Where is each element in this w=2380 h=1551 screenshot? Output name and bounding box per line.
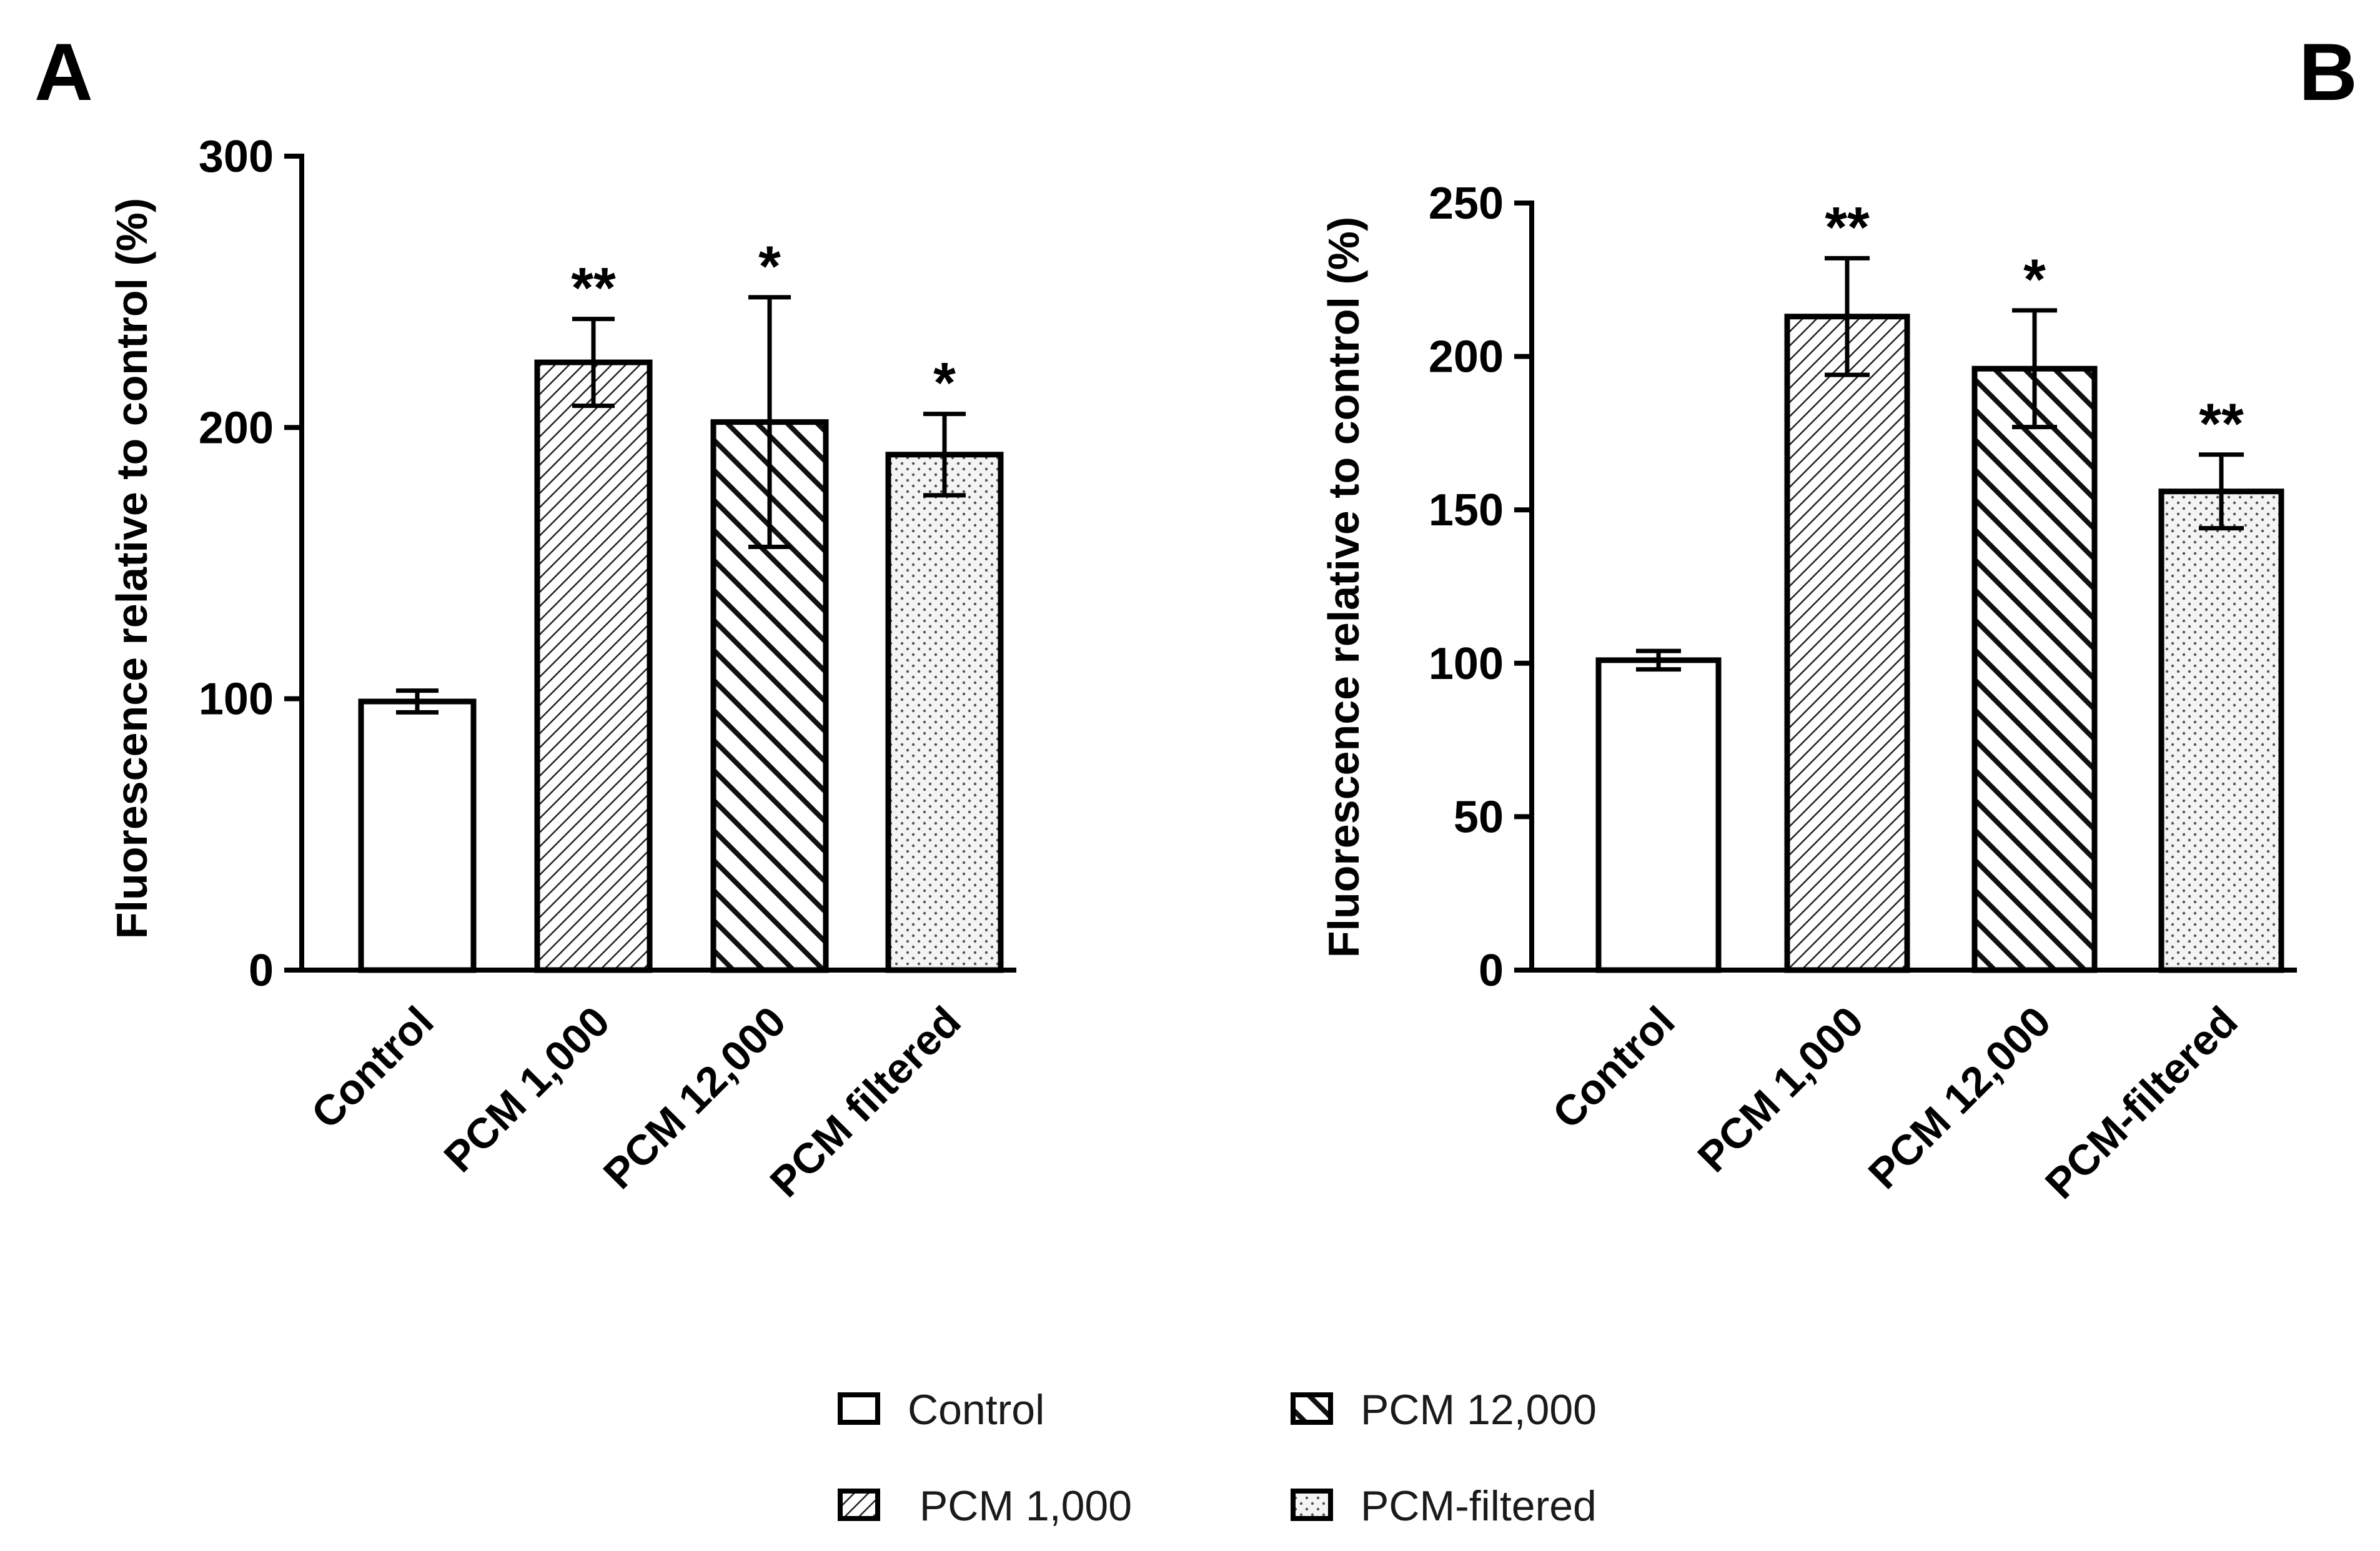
y-tick-label-b-150: 150 [1429, 485, 1504, 535]
legend-item-control: Control [838, 1386, 1044, 1434]
legend-label-pcm-12000: PCM 12,000 [1361, 1386, 1597, 1434]
y-tick-label-a-200: 200 [199, 403, 274, 453]
y-tick-label-b-200: 200 [1429, 332, 1504, 382]
bar-b-pcm-filtered [2158, 488, 2284, 973]
x-tick-label-a-pcm-12-000: PCM 12,000 [595, 998, 795, 1198]
chart-panel-a: Fluorescence relative to control (%) Con… [107, 132, 1016, 1206]
significance-mark-a-pcm-12-000: * [758, 235, 781, 299]
x-tick-label-b-pcm-12-000: PCM 12,000 [1860, 998, 2060, 1198]
y-tick-label-a-300: 300 [199, 132, 274, 182]
y-tick-label-a-0: 0 [249, 946, 274, 996]
significance-mark-b-pcm-1-000: ** [1825, 196, 1870, 259]
significance-mark-a-pcm-filtered: * [933, 352, 956, 415]
bar-a-pcm-1-000 [534, 359, 653, 973]
y-tick-label-b-0: 0 [1479, 946, 1504, 996]
y-tick-label-b-100: 100 [1429, 639, 1504, 689]
legend: Control PCM 1,000 PCM 12,000 PCM-filtere… [838, 1386, 1597, 1530]
legend-swatch-pcm-12000 [1291, 1392, 1333, 1425]
bar-b-control [1595, 657, 1722, 973]
panel-letter-b: B [2299, 26, 2358, 117]
bar-b-pcm-12-000 [1971, 365, 2098, 973]
legend-swatch-control [838, 1392, 880, 1425]
y-axis-title-a: Fluorescence relative to control (%) [107, 198, 156, 939]
legend-item-pcm-12000: PCM 12,000 [1291, 1386, 1597, 1434]
legend-swatch-pcm-1000 [838, 1489, 880, 1521]
legend-label-control: Control [908, 1386, 1044, 1434]
legend-item-pcm-filtered: PCM-filtered [1291, 1482, 1597, 1530]
x-tick-label-b-pcm-1-000: PCM 1,000 [1688, 998, 1872, 1181]
y-tick-label-b-50: 50 [1454, 792, 1504, 842]
bar-a-pcm-filtered [885, 452, 1004, 973]
x-tick-label-b-control: Control [1544, 998, 1684, 1138]
panel-letter-a: A [34, 26, 93, 117]
x-tick-label-a-control: Control [302, 998, 443, 1138]
legend-label-pcm-1000: PCM 1,000 [908, 1482, 1132, 1530]
significance-mark-b-pcm-filtered: ** [2199, 392, 2244, 456]
bar-b-pcm-1-000 [1784, 314, 1910, 973]
y-tick-label-a-100: 100 [199, 675, 274, 725]
legend-item-pcm-1000: PCM 1,000 [838, 1482, 1132, 1530]
chart-panel-b: Fluorescence relative to control (%) Con… [1319, 179, 2297, 1208]
significance-mark-b-pcm-12-000: * [2023, 248, 2046, 312]
x-tick-label-b-pcm-filtered: PCM-filtered [2036, 998, 2247, 1208]
legend-label-pcm-filtered: PCM-filtered [1361, 1482, 1597, 1530]
bar-a-control [358, 698, 477, 973]
y-tick-label-b-250: 250 [1429, 179, 1504, 229]
x-tick-label-a-pcm-1-000: PCM 1,000 [435, 998, 618, 1181]
significance-mark-a-pcm-1-000: ** [571, 257, 616, 320]
legend-swatch-pcm-filtered [1291, 1489, 1333, 1521]
y-axis-title-b: Fluorescence relative to control (%) [1319, 217, 1368, 958]
